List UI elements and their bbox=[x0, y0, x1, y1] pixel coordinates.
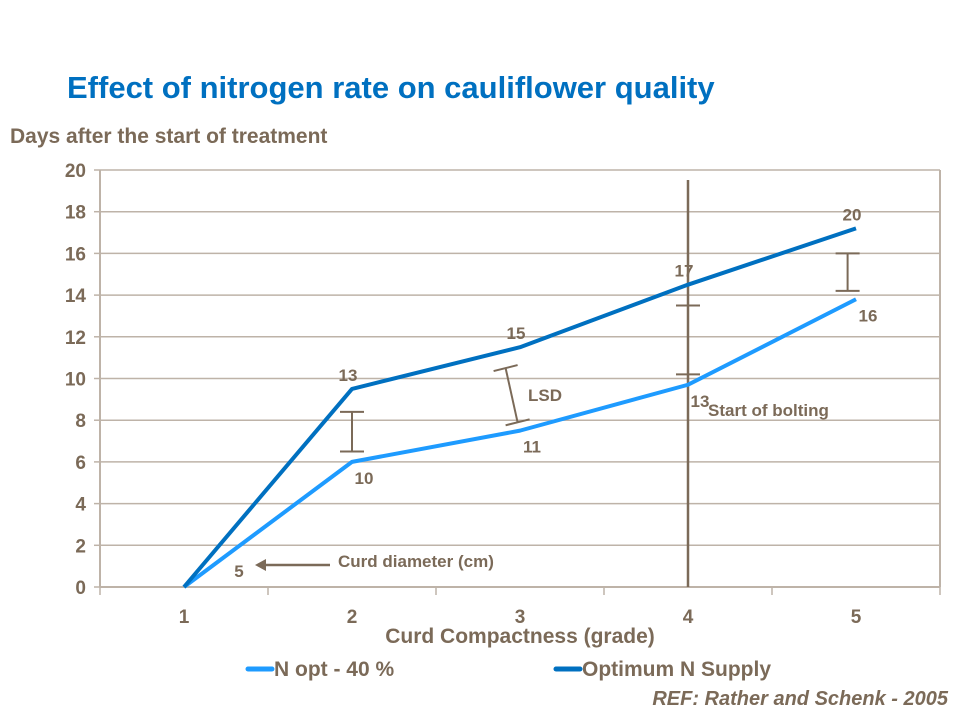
y-tick-label: 18 bbox=[65, 203, 86, 224]
data-label: 17 bbox=[675, 262, 694, 281]
data-label: 16 bbox=[859, 306, 878, 325]
lsd-cap bbox=[493, 364, 518, 373]
y-tick-label: 10 bbox=[65, 370, 86, 391]
x-tick-label: 3 bbox=[515, 607, 526, 628]
y-tick-label: 4 bbox=[75, 495, 86, 516]
y-axis-label: Days after the start of treatment bbox=[10, 125, 328, 148]
y-tick-label: 16 bbox=[65, 244, 86, 265]
series-line-0 bbox=[182, 297, 857, 589]
curd-diameter-label: Curd diameter (cm) bbox=[338, 552, 494, 571]
lsd-label: LSD bbox=[528, 386, 562, 405]
arrow-head-icon bbox=[255, 559, 266, 571]
data-label: 10 bbox=[355, 469, 374, 488]
y-tick-label: 20 bbox=[65, 161, 86, 182]
y-tick-label: 14 bbox=[65, 286, 87, 307]
x-tick-label: 4 bbox=[683, 607, 694, 628]
y-tick-label: 2 bbox=[75, 536, 86, 557]
data-label: 15 bbox=[507, 324, 526, 343]
lsd-cap bbox=[505, 418, 530, 427]
data-label: 20 bbox=[843, 205, 862, 224]
reference-note: REF: Rather and Schenk - 2005 bbox=[652, 688, 948, 710]
data-label: 11 bbox=[523, 438, 541, 457]
data-label: 13 bbox=[691, 392, 710, 411]
lsd-bar bbox=[504, 367, 519, 423]
y-tick-label: 12 bbox=[65, 328, 86, 349]
legend-label: N opt - 40 % bbox=[274, 658, 395, 681]
series-line-1 bbox=[182, 226, 857, 589]
x-tick-label: 2 bbox=[347, 607, 358, 628]
bolting-label: Start of bolting bbox=[708, 401, 829, 420]
y-tick-label: 0 bbox=[75, 578, 86, 599]
x-tick-label: 1 bbox=[179, 607, 190, 628]
legend-label: Optimum N Supply bbox=[582, 658, 771, 681]
x-axis-label: Curd Compactness (grade) bbox=[385, 625, 655, 648]
x-tick-label: 5 bbox=[851, 607, 862, 628]
y-tick-label: 8 bbox=[75, 411, 86, 432]
y-tick-label: 6 bbox=[75, 453, 86, 474]
data-label: 5 bbox=[234, 562, 243, 581]
data-label: 13 bbox=[339, 366, 358, 385]
chart-title: Effect of nitrogen rate on cauliflower q… bbox=[67, 70, 715, 105]
